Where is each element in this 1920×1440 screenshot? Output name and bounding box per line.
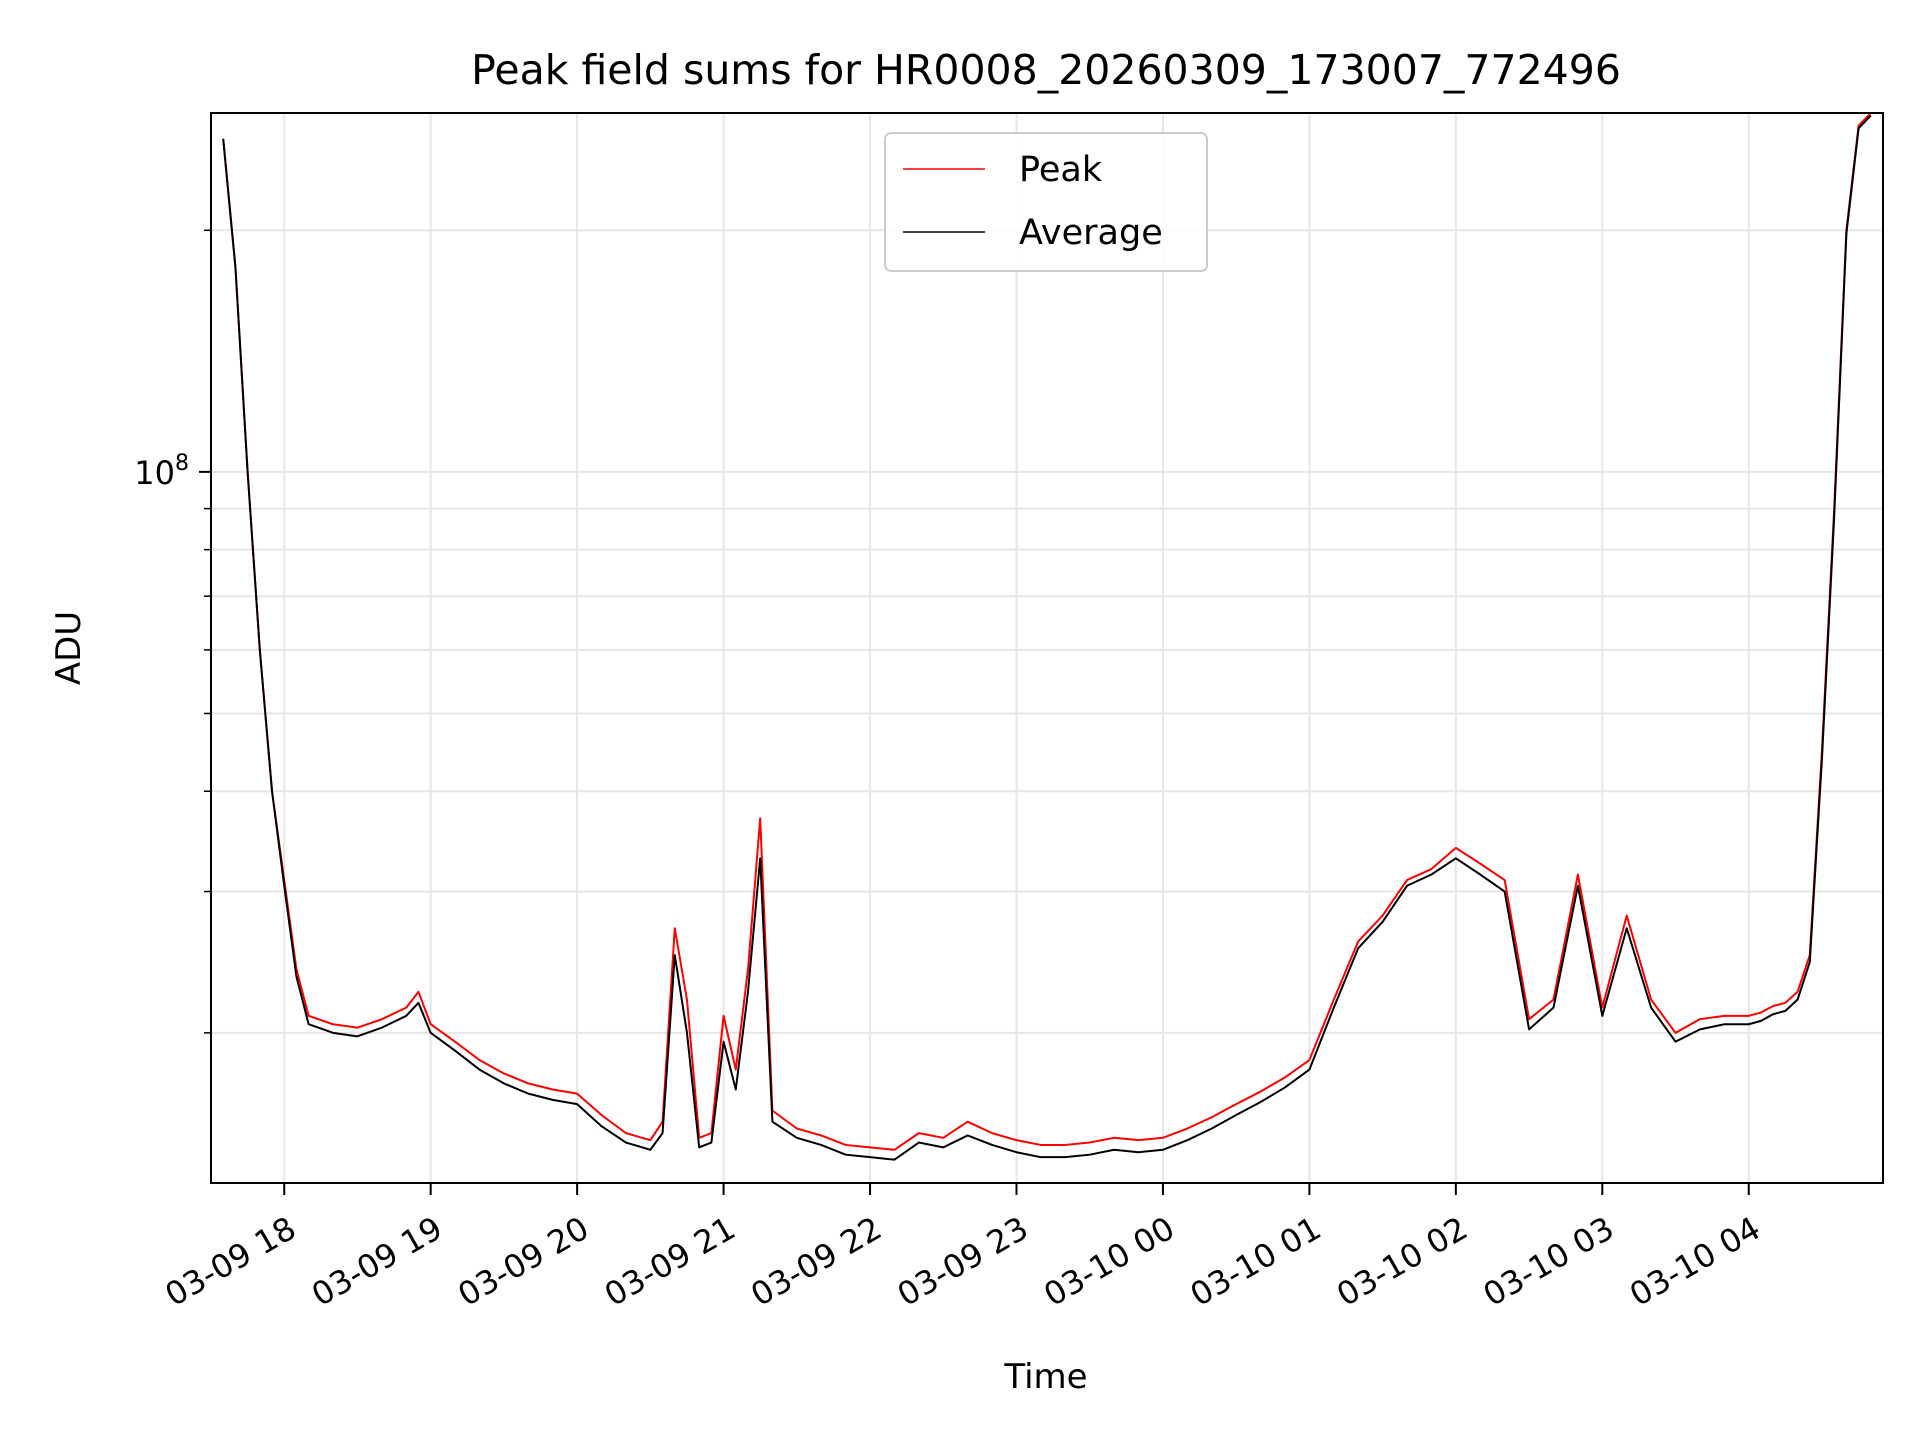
y-tick-label: 108 <box>134 451 189 492</box>
x-axis-label: Time <box>1003 1357 1087 1397</box>
legend-label-peak: Peak <box>1019 150 1103 190</box>
chart-title: Peak field sums for HR0008_20260309_1730… <box>471 46 1621 94</box>
series-line-average <box>222 114 1872 1161</box>
legend-box <box>884 132 1208 272</box>
y-axis-label: ADU <box>49 611 89 685</box>
series-line-peak <box>222 113 1872 1151</box>
plot-lines <box>222 113 1872 1161</box>
legend: Peak Average <box>884 132 1208 272</box>
y-axis: 108 <box>134 229 211 1034</box>
legend-label-average: Average <box>1019 213 1163 253</box>
grid <box>211 113 1883 1183</box>
plot-frame <box>210 112 1884 1184</box>
